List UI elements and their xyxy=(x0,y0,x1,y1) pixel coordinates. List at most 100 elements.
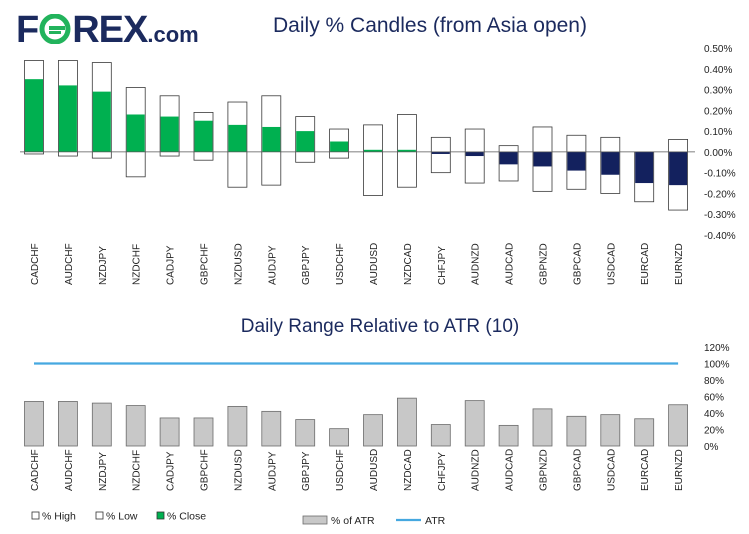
atr-bar-chfjpy xyxy=(430,424,451,447)
x-tick-label-bottom-nzdusd: NZDUSD xyxy=(233,449,244,491)
y-tick-label-top: -0.10% xyxy=(704,169,736,180)
close-bar-eurnzd xyxy=(669,151,688,186)
atr-bar-audchf xyxy=(58,401,78,447)
atr-bar-audnzd xyxy=(464,400,485,447)
y-tick-label-bottom: 80% xyxy=(704,376,724,387)
candles-chart-title: Daily % Candles (from Asia open) xyxy=(273,14,587,37)
y-tick-label-bottom: 0% xyxy=(704,442,719,453)
x-tick-label-bottom-nzdchf: NZDCHF xyxy=(132,450,143,491)
legend-label-1: % Low xyxy=(106,511,138,523)
atr-bar-usdcad xyxy=(600,414,621,447)
x-tick-label-bottom-nzdjpy: NZDJPY xyxy=(98,452,109,491)
legend-label-atr-line: ATR xyxy=(425,515,446,527)
x-tick-label-bottom-gbpnzd: GBPNZD xyxy=(539,449,550,491)
x-tick-label-top-nzdusd: NZDUSD xyxy=(233,243,244,285)
close-bar-nzdcad xyxy=(397,149,416,152)
range-bar-usdcad xyxy=(600,136,621,194)
close-bar-usdchf xyxy=(330,141,349,152)
legend-label-2: % Close xyxy=(167,511,206,523)
atr-bar-usdchf xyxy=(329,428,350,447)
range-bar-audcad xyxy=(498,145,519,182)
close-bar-cadjpy xyxy=(160,116,179,152)
y-tick-label-top: 0.20% xyxy=(704,106,732,117)
range-bar-nzdchf xyxy=(125,87,146,178)
close-bar-audchf xyxy=(58,85,77,152)
x-tick-label-top-cadchf: CADCHF xyxy=(30,243,41,285)
range-bar-audjpy xyxy=(261,95,282,186)
y-tick-label-bottom: 60% xyxy=(704,393,724,404)
y-tick-label-top: -0.20% xyxy=(704,189,736,200)
logo-suffix: .com xyxy=(147,22,199,47)
x-tick-label-bottom-audcad: AUDCAD xyxy=(505,449,516,491)
y-tick-label-top: 0.10% xyxy=(704,127,732,138)
close-bar-cadchf xyxy=(25,79,43,152)
legend-label-0: % High xyxy=(42,511,76,523)
atr-bar-nzdchf xyxy=(125,405,146,447)
range-bar-chfjpy xyxy=(430,136,451,174)
close-bar-nzdusd xyxy=(228,124,247,152)
y-tick-label-top: -0.30% xyxy=(704,210,736,221)
x-tick-label-bottom-audnzd: AUDNZD xyxy=(471,449,482,491)
x-tick-label-bottom-audchf: AUDCHF xyxy=(64,449,75,491)
x-tick-label-top-nzdcad: NZDCAD xyxy=(403,243,414,285)
close-bar-gbpjpy xyxy=(296,131,315,152)
x-tick-label-bottom-gbpjpy: GBPJPY xyxy=(301,451,312,491)
x-tick-label-top-usdcad: USDCAD xyxy=(606,243,617,285)
atr-bar-audjpy xyxy=(261,410,282,447)
x-tick-label-top-audjpy: AUDJPY xyxy=(267,245,278,285)
x-tick-label-bottom-usdchf: USDCHF xyxy=(335,449,346,491)
y-tick-label-top: 0.40% xyxy=(704,65,732,76)
atr-bar-eurnzd xyxy=(668,404,688,447)
y-tick-label-top: 0.30% xyxy=(704,86,732,97)
range-bar-eurnzd xyxy=(668,139,688,211)
y-tick-label-bottom: 40% xyxy=(704,409,724,420)
range-bar-gbpjpy xyxy=(295,116,316,163)
x-tick-label-top-gbpcad: GBPCAD xyxy=(572,243,583,285)
x-tick-label-bottom-eurnzd: EURNZD xyxy=(674,449,685,491)
range-bar-audchf xyxy=(58,60,78,157)
atr-bar-audusd xyxy=(363,414,383,447)
logo-o-icon xyxy=(38,10,72,45)
legend-swatch-atr-bar xyxy=(302,515,328,525)
legend-label-atr-bar: % of ATR xyxy=(331,515,375,527)
x-tick-label-top-gbpjpy: GBPJPY xyxy=(301,245,312,285)
y-tick-label-bottom: 100% xyxy=(704,360,730,371)
y-tick-label-bottom: 120% xyxy=(704,343,730,354)
atr-bar-cadjpy xyxy=(159,417,180,447)
atr-bar-audcad xyxy=(498,424,519,447)
atr-bar-gbpchf xyxy=(193,417,214,447)
atr-bar-gbpcad xyxy=(566,415,587,447)
close-bar-audjpy xyxy=(262,126,281,152)
x-tick-label-top-chfjpy: CHFJPY xyxy=(437,246,448,285)
range-bar-cadchf xyxy=(24,60,44,155)
x-tick-label-top-nzdjpy: NZDJPY xyxy=(98,246,109,285)
legend-swatch-0 xyxy=(31,511,40,520)
x-tick-label-bottom-cadjpy: CADJPY xyxy=(166,451,177,491)
y-tick-label-top: 0.50% xyxy=(704,44,732,55)
range-bar-cadjpy xyxy=(159,95,180,157)
x-tick-label-top-audcad: AUDCAD xyxy=(505,243,516,285)
range-bar-audusd xyxy=(363,124,383,196)
x-tick-label-top-eurnzd: EURNZD xyxy=(674,243,685,285)
x-tick-label-bottom-cadchf: CADCHF xyxy=(30,449,41,491)
close-bar-gbpcad xyxy=(567,151,586,171)
close-bar-gbpchf xyxy=(194,120,213,152)
forex-logo: F REX.com xyxy=(16,8,226,52)
y-tick-label-bottom: 20% xyxy=(704,426,724,437)
close-bar-audnzd xyxy=(465,151,484,157)
logo-text-rex: REX xyxy=(72,9,148,51)
x-tick-label-bottom-audjpy: AUDJPY xyxy=(267,451,278,491)
legend-swatch-1 xyxy=(95,511,104,520)
close-bar-nzdchf xyxy=(126,114,145,152)
atr-bar-cadchf xyxy=(24,401,44,447)
y-tick-label-top: -0.40% xyxy=(704,231,736,242)
range-bar-nzdcad xyxy=(396,114,417,188)
x-tick-label-bottom-gbpcad: GBPCAD xyxy=(572,449,583,491)
x-tick-label-bottom-usdcad: USDCAD xyxy=(606,449,617,491)
x-tick-label-top-cadjpy: CADJPY xyxy=(166,245,177,285)
x-tick-label-top-usdchf: USDCHF xyxy=(335,243,346,285)
close-bar-gbpnzd xyxy=(533,151,552,167)
close-bar-audusd xyxy=(364,149,382,152)
x-tick-label-bottom-gbpchf: GBPCHF xyxy=(200,449,211,491)
